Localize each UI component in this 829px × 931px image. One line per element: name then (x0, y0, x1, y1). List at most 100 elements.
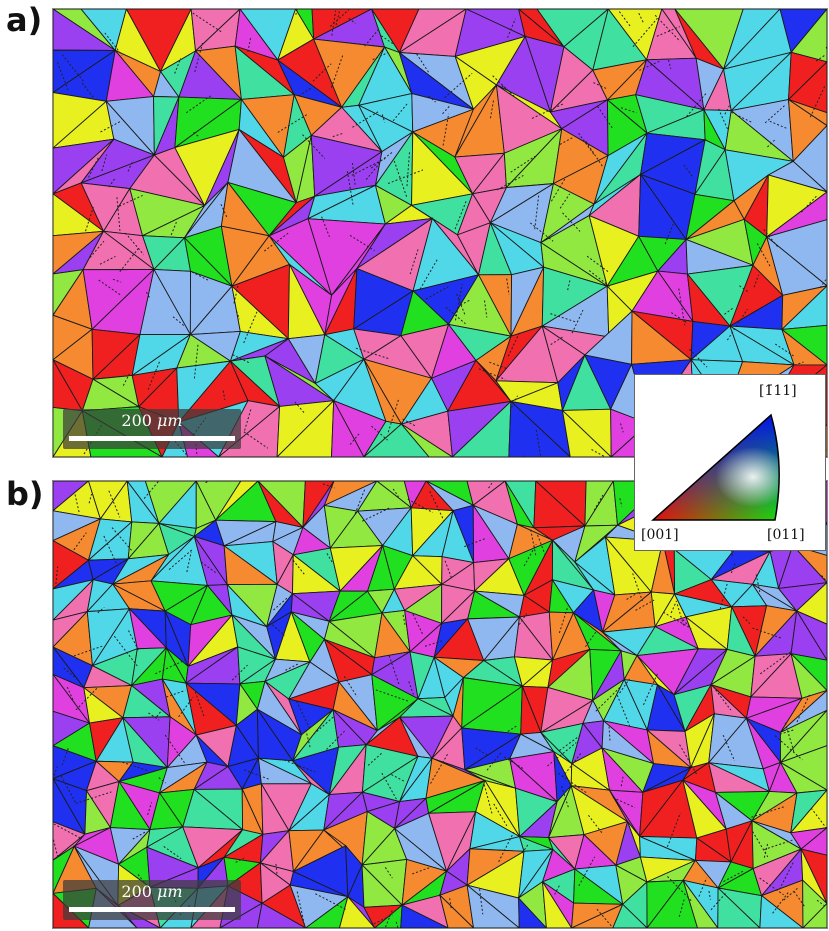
twin-line (620, 423, 624, 433)
grain (561, 409, 612, 457)
twin-line (424, 639, 445, 647)
twin-line (529, 222, 554, 242)
twin-line (332, 132, 345, 138)
twin-line (112, 278, 122, 283)
grain (331, 398, 365, 457)
twin-line (442, 104, 451, 115)
twin-line (119, 247, 140, 273)
twin-line (313, 716, 334, 735)
twin-line (119, 195, 143, 207)
twin-line (632, 573, 643, 602)
grain (256, 902, 307, 928)
twin-line (429, 491, 445, 521)
twin-line (562, 212, 581, 232)
twin-line (331, 53, 344, 88)
twin-line (263, 232, 290, 252)
twin-line (635, 599, 655, 611)
twin-line (619, 498, 623, 507)
twin-line (537, 534, 546, 555)
twin-line (186, 551, 192, 573)
ipf-label-001: [001] (641, 527, 679, 543)
twin-line (285, 663, 300, 671)
twin-line (488, 481, 494, 489)
twin-line (506, 278, 510, 295)
twin-line (507, 725, 517, 732)
twin-line (108, 178, 116, 188)
twin-line (125, 232, 145, 255)
twin-line (56, 62, 69, 90)
grain (508, 400, 571, 457)
twin-line (108, 490, 121, 518)
twin-line (191, 271, 211, 282)
twin-line (523, 544, 537, 567)
twin-line (371, 425, 388, 441)
twin-line (298, 87, 312, 97)
twin-line (730, 562, 736, 574)
twin-line (343, 676, 358, 698)
twin-line (193, 131, 201, 138)
twin-line (101, 154, 108, 172)
twin-line (61, 54, 84, 82)
twin-line (510, 155, 536, 173)
twin-line (122, 761, 149, 772)
twin-line (412, 867, 431, 875)
twin-line (588, 270, 612, 288)
twin-line (578, 856, 596, 887)
twin-line (554, 884, 561, 895)
twin-line (567, 278, 571, 291)
twin-line (498, 831, 515, 863)
twin-line (616, 694, 631, 727)
grain (682, 880, 719, 928)
twin-line (321, 216, 330, 237)
twin-line (111, 527, 133, 552)
twin-line (612, 797, 636, 808)
twin-line (294, 401, 306, 414)
grains (53, 9, 827, 457)
twin-line (708, 890, 711, 900)
scale-bar-unit-b: μm (157, 882, 183, 901)
twin-line (724, 105, 730, 115)
twin-line (507, 18, 516, 38)
grain (466, 884, 520, 928)
twin-line (98, 279, 122, 296)
twin-line (132, 831, 146, 840)
twin-line (381, 772, 398, 801)
twin-line (233, 283, 240, 304)
panel-label-a: a) (6, 1, 43, 39)
twin-line (406, 150, 411, 187)
twin-line (185, 95, 211, 114)
twin-line (355, 347, 390, 360)
twin-line (305, 729, 311, 749)
twin-line (365, 163, 380, 180)
grain-map-a (53, 9, 827, 457)
twin-line (146, 291, 151, 300)
twin-line (402, 614, 406, 626)
scale-bar-label-b: 200 μm (63, 882, 241, 901)
grain (518, 896, 548, 928)
grain (400, 904, 449, 928)
twin-line (816, 899, 827, 909)
twin-line (756, 243, 772, 269)
twin-line (53, 823, 82, 839)
twin-line (392, 488, 399, 498)
twin-line (312, 63, 332, 82)
twin-line (558, 605, 569, 634)
twin-line (388, 655, 400, 686)
twin-line (478, 368, 506, 380)
twin-line (755, 574, 761, 594)
grain (612, 903, 648, 928)
twin-line (618, 11, 631, 27)
scale-bar-a: 200 μm (63, 409, 241, 449)
twin-line (402, 418, 417, 427)
twin-line (585, 630, 597, 648)
twin-line (296, 891, 306, 926)
twin-line (578, 132, 596, 156)
twin-line (559, 735, 581, 751)
twin-line (349, 234, 375, 252)
twin-line (662, 611, 690, 628)
grain-map-b (53, 481, 827, 928)
twin-line (361, 507, 391, 522)
twin-line (742, 616, 751, 624)
twin-line (752, 627, 783, 639)
scale-bar-line-b (69, 907, 235, 912)
